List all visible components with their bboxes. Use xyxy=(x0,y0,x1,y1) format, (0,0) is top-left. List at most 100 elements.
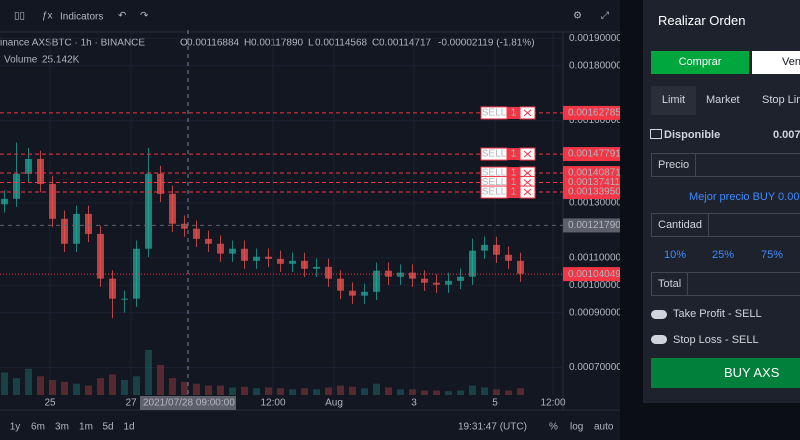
panel-title: Realizar Orden xyxy=(658,13,746,28)
volume-bar xyxy=(193,383,200,395)
quantity-input[interactable]: Cantidad xyxy=(651,213,800,237)
range-button[interactable]: 6m xyxy=(31,422,45,433)
candle-body xyxy=(241,248,248,261)
candle-body xyxy=(325,266,332,279)
candle-body xyxy=(1,198,8,205)
order-qty: 1 xyxy=(511,177,517,188)
change: -0.00002119 (-1.81%) xyxy=(438,38,535,49)
icon: ƒx xyxy=(42,11,53,22)
y-tick-label: 0.00130000 xyxy=(569,198,620,209)
candle-body xyxy=(349,290,356,296)
y-tick-label: 0.00100000 xyxy=(569,280,620,291)
icon: ▯▯ xyxy=(14,11,25,22)
order-tag: 0.00147791 xyxy=(568,149,620,160)
chart: ▯▯ ƒx Indicators ↶ ↷ ⚙ ⤢ inance AXSBTC · 1h · B… xyxy=(0,0,620,440)
submit-button[interactable]: BUY AXS xyxy=(651,358,800,388)
candle-body xyxy=(193,228,200,239)
candle-body xyxy=(253,256,260,261)
volume-bar xyxy=(1,372,8,395)
candle-body xyxy=(373,270,380,292)
volume-bar xyxy=(289,389,296,395)
percent-button[interactable]: 75% xyxy=(761,249,784,261)
toolbar-label[interactable]: Indicators xyxy=(60,12,103,23)
candle-body xyxy=(505,254,512,261)
range-button[interactable]: 1y xyxy=(10,422,21,433)
candle-body xyxy=(481,244,488,251)
candle-body xyxy=(37,158,44,184)
total-input[interactable]: Total xyxy=(651,272,800,296)
order-cancel-x xyxy=(523,109,532,117)
volume-bar xyxy=(229,387,236,395)
candle-body xyxy=(97,233,104,279)
candle-body xyxy=(229,248,236,254)
toggle[interactable] xyxy=(651,335,667,344)
candle-body xyxy=(13,173,20,199)
range-button[interactable]: 3m xyxy=(55,422,69,433)
quote-value: 0.00114717 xyxy=(379,38,432,49)
toggle[interactable] xyxy=(651,310,667,319)
candle-body xyxy=(517,260,524,274)
candle-body xyxy=(409,272,416,279)
volume-bar xyxy=(133,376,140,395)
volume-bar xyxy=(121,380,128,395)
volume-value: 25.142K xyxy=(42,55,80,66)
log-toggle[interactable]: log xyxy=(570,422,583,433)
quote-key: C xyxy=(372,38,379,49)
volume-bar xyxy=(337,385,344,395)
order-tag-bg xyxy=(563,185,620,200)
volume-bar xyxy=(217,385,224,395)
candle-body xyxy=(25,158,32,174)
y-tick-label: 0.00090000 xyxy=(569,307,620,318)
candle-body xyxy=(145,173,152,249)
auto-toggle[interactable]: auto xyxy=(594,422,614,433)
order-cancel-x xyxy=(523,188,532,196)
icon: ↶ xyxy=(118,11,126,22)
volume-label: Volume xyxy=(4,55,38,66)
candle-body xyxy=(301,260,308,269)
wallet-icon xyxy=(650,129,662,139)
time: 19:31:47 (UTC) xyxy=(458,422,527,433)
volume-bar xyxy=(481,387,488,395)
chart-bg xyxy=(0,0,620,440)
candle-body xyxy=(337,278,344,291)
candle-body xyxy=(421,278,428,283)
candle-body xyxy=(433,282,440,285)
candle-body xyxy=(445,280,452,285)
volume-bar xyxy=(253,388,260,395)
volume-bar xyxy=(469,385,476,395)
tab[interactable]: Stop Lim xyxy=(762,94,800,106)
candle-body xyxy=(361,291,368,296)
tab[interactable]: Market xyxy=(706,94,740,106)
range-button[interactable]: 5d xyxy=(102,422,113,433)
order-side: SELL xyxy=(482,177,507,188)
volume-bar xyxy=(145,350,152,395)
percent-button[interactable]: 10% xyxy=(664,249,687,261)
x-tick-label: 25 xyxy=(44,398,56,409)
price-input[interactable]: Precio xyxy=(651,153,800,177)
tab[interactable]: Limit xyxy=(651,86,696,115)
quote-value: 0.00117890 xyxy=(251,38,304,49)
best-price[interactable]: Mejor precio BUY 0.001 xyxy=(689,191,800,203)
price-label: Precio xyxy=(652,154,697,176)
crosshair-tag: 0.00121790 xyxy=(568,220,620,231)
percent-button[interactable]: 25% xyxy=(712,249,735,261)
range-button[interactable]: 1m xyxy=(79,422,93,433)
buy-button[interactable]: Comprar xyxy=(651,51,749,74)
volume-bar xyxy=(325,387,332,395)
sell-button[interactable]: Ven xyxy=(752,51,800,74)
order-qty-bg xyxy=(507,176,520,189)
volume-bar xyxy=(349,386,356,395)
crosshair-time-bg xyxy=(140,396,236,410)
volume-bar xyxy=(13,378,20,395)
candle-body xyxy=(181,223,188,229)
volume-bar xyxy=(61,381,68,395)
icon: ⤢ xyxy=(601,11,609,22)
percent-toggle[interactable]: % xyxy=(549,422,558,433)
last-price-tag-bg xyxy=(563,267,620,282)
volume-bar xyxy=(493,389,500,395)
volume-bar xyxy=(517,388,524,395)
x-tick-label: 27 xyxy=(125,398,137,409)
order-side: SELL xyxy=(482,168,507,179)
range-button[interactable]: 1d xyxy=(123,422,134,433)
